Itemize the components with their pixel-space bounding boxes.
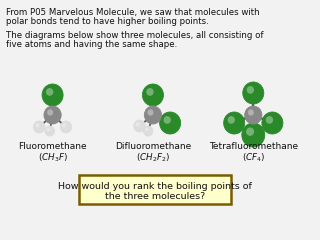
Circle shape	[143, 126, 153, 136]
Circle shape	[144, 106, 162, 124]
Circle shape	[228, 116, 235, 124]
Circle shape	[246, 127, 254, 136]
Text: polar bonds tend to have higher boiling points.: polar bonds tend to have higher boiling …	[6, 17, 209, 26]
Circle shape	[224, 112, 245, 134]
Circle shape	[42, 84, 63, 106]
Text: the three molecules?: the three molecules?	[105, 192, 205, 201]
Circle shape	[266, 116, 273, 124]
Circle shape	[248, 109, 254, 116]
Circle shape	[47, 128, 50, 131]
Circle shape	[45, 126, 54, 136]
Circle shape	[36, 123, 40, 127]
Circle shape	[47, 109, 53, 116]
Text: Difluoromethane: Difluoromethane	[115, 142, 191, 151]
Circle shape	[46, 88, 53, 96]
Circle shape	[164, 116, 171, 124]
Circle shape	[142, 84, 164, 106]
Circle shape	[242, 123, 265, 147]
Circle shape	[262, 112, 283, 134]
Text: Tetrafluoromethane: Tetrafluoromethane	[209, 142, 298, 151]
Text: five atoms and having the same shape.: five atoms and having the same shape.	[6, 40, 177, 49]
Text: How would you rank the boiling points of: How would you rank the boiling points of	[58, 182, 252, 191]
Circle shape	[145, 128, 148, 131]
Text: $(CH_2F_2)$: $(CH_2F_2)$	[136, 151, 170, 163]
Circle shape	[148, 109, 154, 116]
Text: The diagrams below show three molecules, all consisting of: The diagrams below show three molecules,…	[6, 31, 263, 40]
Circle shape	[134, 120, 145, 132]
Text: Fluoromethane: Fluoromethane	[18, 142, 87, 151]
Circle shape	[60, 121, 72, 133]
Circle shape	[62, 123, 66, 127]
Text: From P05 Marvelous Molecule, we saw that molecules with: From P05 Marvelous Molecule, we saw that…	[6, 8, 259, 17]
Circle shape	[34, 121, 45, 133]
Circle shape	[136, 122, 140, 126]
Circle shape	[245, 106, 262, 124]
Circle shape	[243, 82, 264, 104]
Text: $(CH_3F)$: $(CH_3F)$	[37, 151, 68, 163]
FancyBboxPatch shape	[79, 174, 231, 204]
Circle shape	[44, 106, 61, 124]
Circle shape	[146, 88, 154, 96]
Text: $(CF_4)$: $(CF_4)$	[242, 151, 265, 163]
Circle shape	[160, 112, 181, 134]
Circle shape	[247, 86, 254, 94]
